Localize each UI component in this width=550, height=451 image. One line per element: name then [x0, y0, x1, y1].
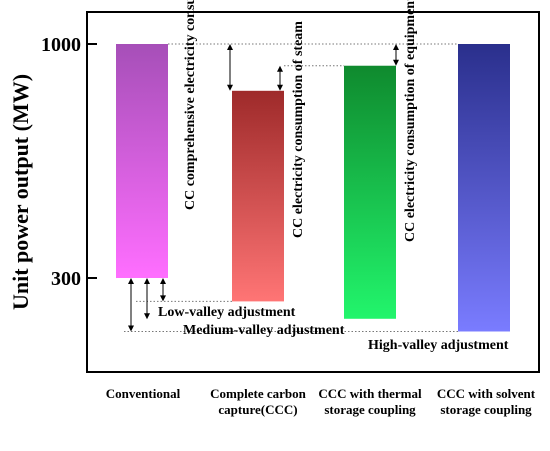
bar-3 [344, 65, 396, 319]
annotation-cc-steam: CC electricity consumption of steam [291, 21, 306, 238]
x-category-label: Complete carbon capture(CCC) [210, 386, 306, 417]
arrow-cc-comprehensive [227, 44, 233, 91]
arrow-low-valley [160, 278, 166, 302]
y-tick-label: 1000 [41, 34, 81, 56]
bar-4 [458, 44, 510, 332]
plot-frame [86, 11, 540, 373]
arrow-medium-valley [144, 278, 150, 320]
x-category-label: CCC with solvent storage coupling [436, 386, 536, 417]
arrow-high-valley [128, 278, 134, 332]
annotation-medium-valley: Medium-valley adjustment [183, 323, 345, 338]
y-tick-label: 300 [51, 268, 81, 290]
x-category-label: Conventional [105, 386, 181, 401]
y-axis-label: Unit power output (MW) [8, 74, 33, 310]
bar-2 [232, 90, 284, 302]
arrow-cc-steam [277, 65, 283, 91]
x-category-label: CCC with thermal storage coupling [318, 386, 422, 417]
annotation-cc-equipment: CC electricity consumption of equipment [403, 0, 418, 242]
arrow-cc-equipment [393, 44, 399, 66]
annotation-cc-comprehensive: CC comprehensive electricity consumption [183, 0, 198, 210]
annotation-high-valley: High-valley adjustment [368, 338, 509, 353]
annotation-low-valley: Low-valley adjustment [158, 305, 296, 320]
bar-1 [116, 44, 168, 278]
